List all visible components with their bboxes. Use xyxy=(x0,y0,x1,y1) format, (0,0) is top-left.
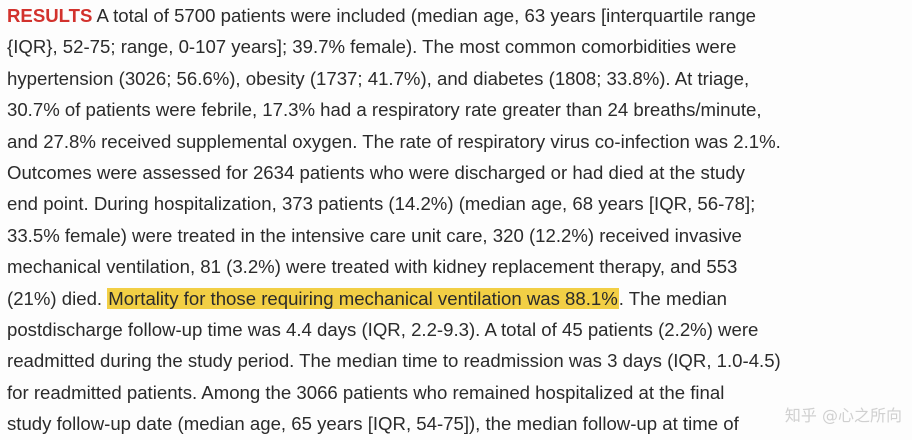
text-line: 33.5% female) were treated in the intens… xyxy=(7,224,742,246)
line-text: (21%) died. xyxy=(7,287,108,309)
line-text: A total of 5700 patients were included (… xyxy=(92,5,757,26)
text-line: Outcomes were assessed for 2634 patients… xyxy=(7,161,745,183)
text-line: {IQR}, 52-75; range, 0-107 years]; 39.7%… xyxy=(7,36,737,58)
text-line: hypertension (3026; 56.6%), obesity (173… xyxy=(7,67,750,89)
text-line: for readmitted patients. Among the 3066 … xyxy=(7,381,725,403)
text-line: RESULTS A total of 5700 patients were in… xyxy=(7,0,907,31)
text-line: study follow-up date (median age, 65 yea… xyxy=(7,413,739,435)
text-line: postdischarge follow-up time was 4.4 day… xyxy=(7,318,759,340)
text-line: and 27.8% received supplemental oxygen. … xyxy=(7,130,781,152)
results-paragraph: RESULTS A total of 5700 patients were in… xyxy=(7,0,907,439)
results-label: RESULTS xyxy=(7,5,93,26)
text-line: 30.7% of patients were febrile, 17.3% ha… xyxy=(7,99,762,121)
line-text: . The median xyxy=(618,287,727,309)
text-line: readmitted during the study period. The … xyxy=(7,350,781,372)
text-line: (21%) died. Mortality for those requirin… xyxy=(7,283,907,314)
text-line: mechanical ventilation, 81 (3.2%) were t… xyxy=(7,256,738,278)
highlighted-sentence: Mortality for those requiring mechanical… xyxy=(107,287,619,309)
text-line: end point. During hospitalization, 373 p… xyxy=(7,193,756,215)
